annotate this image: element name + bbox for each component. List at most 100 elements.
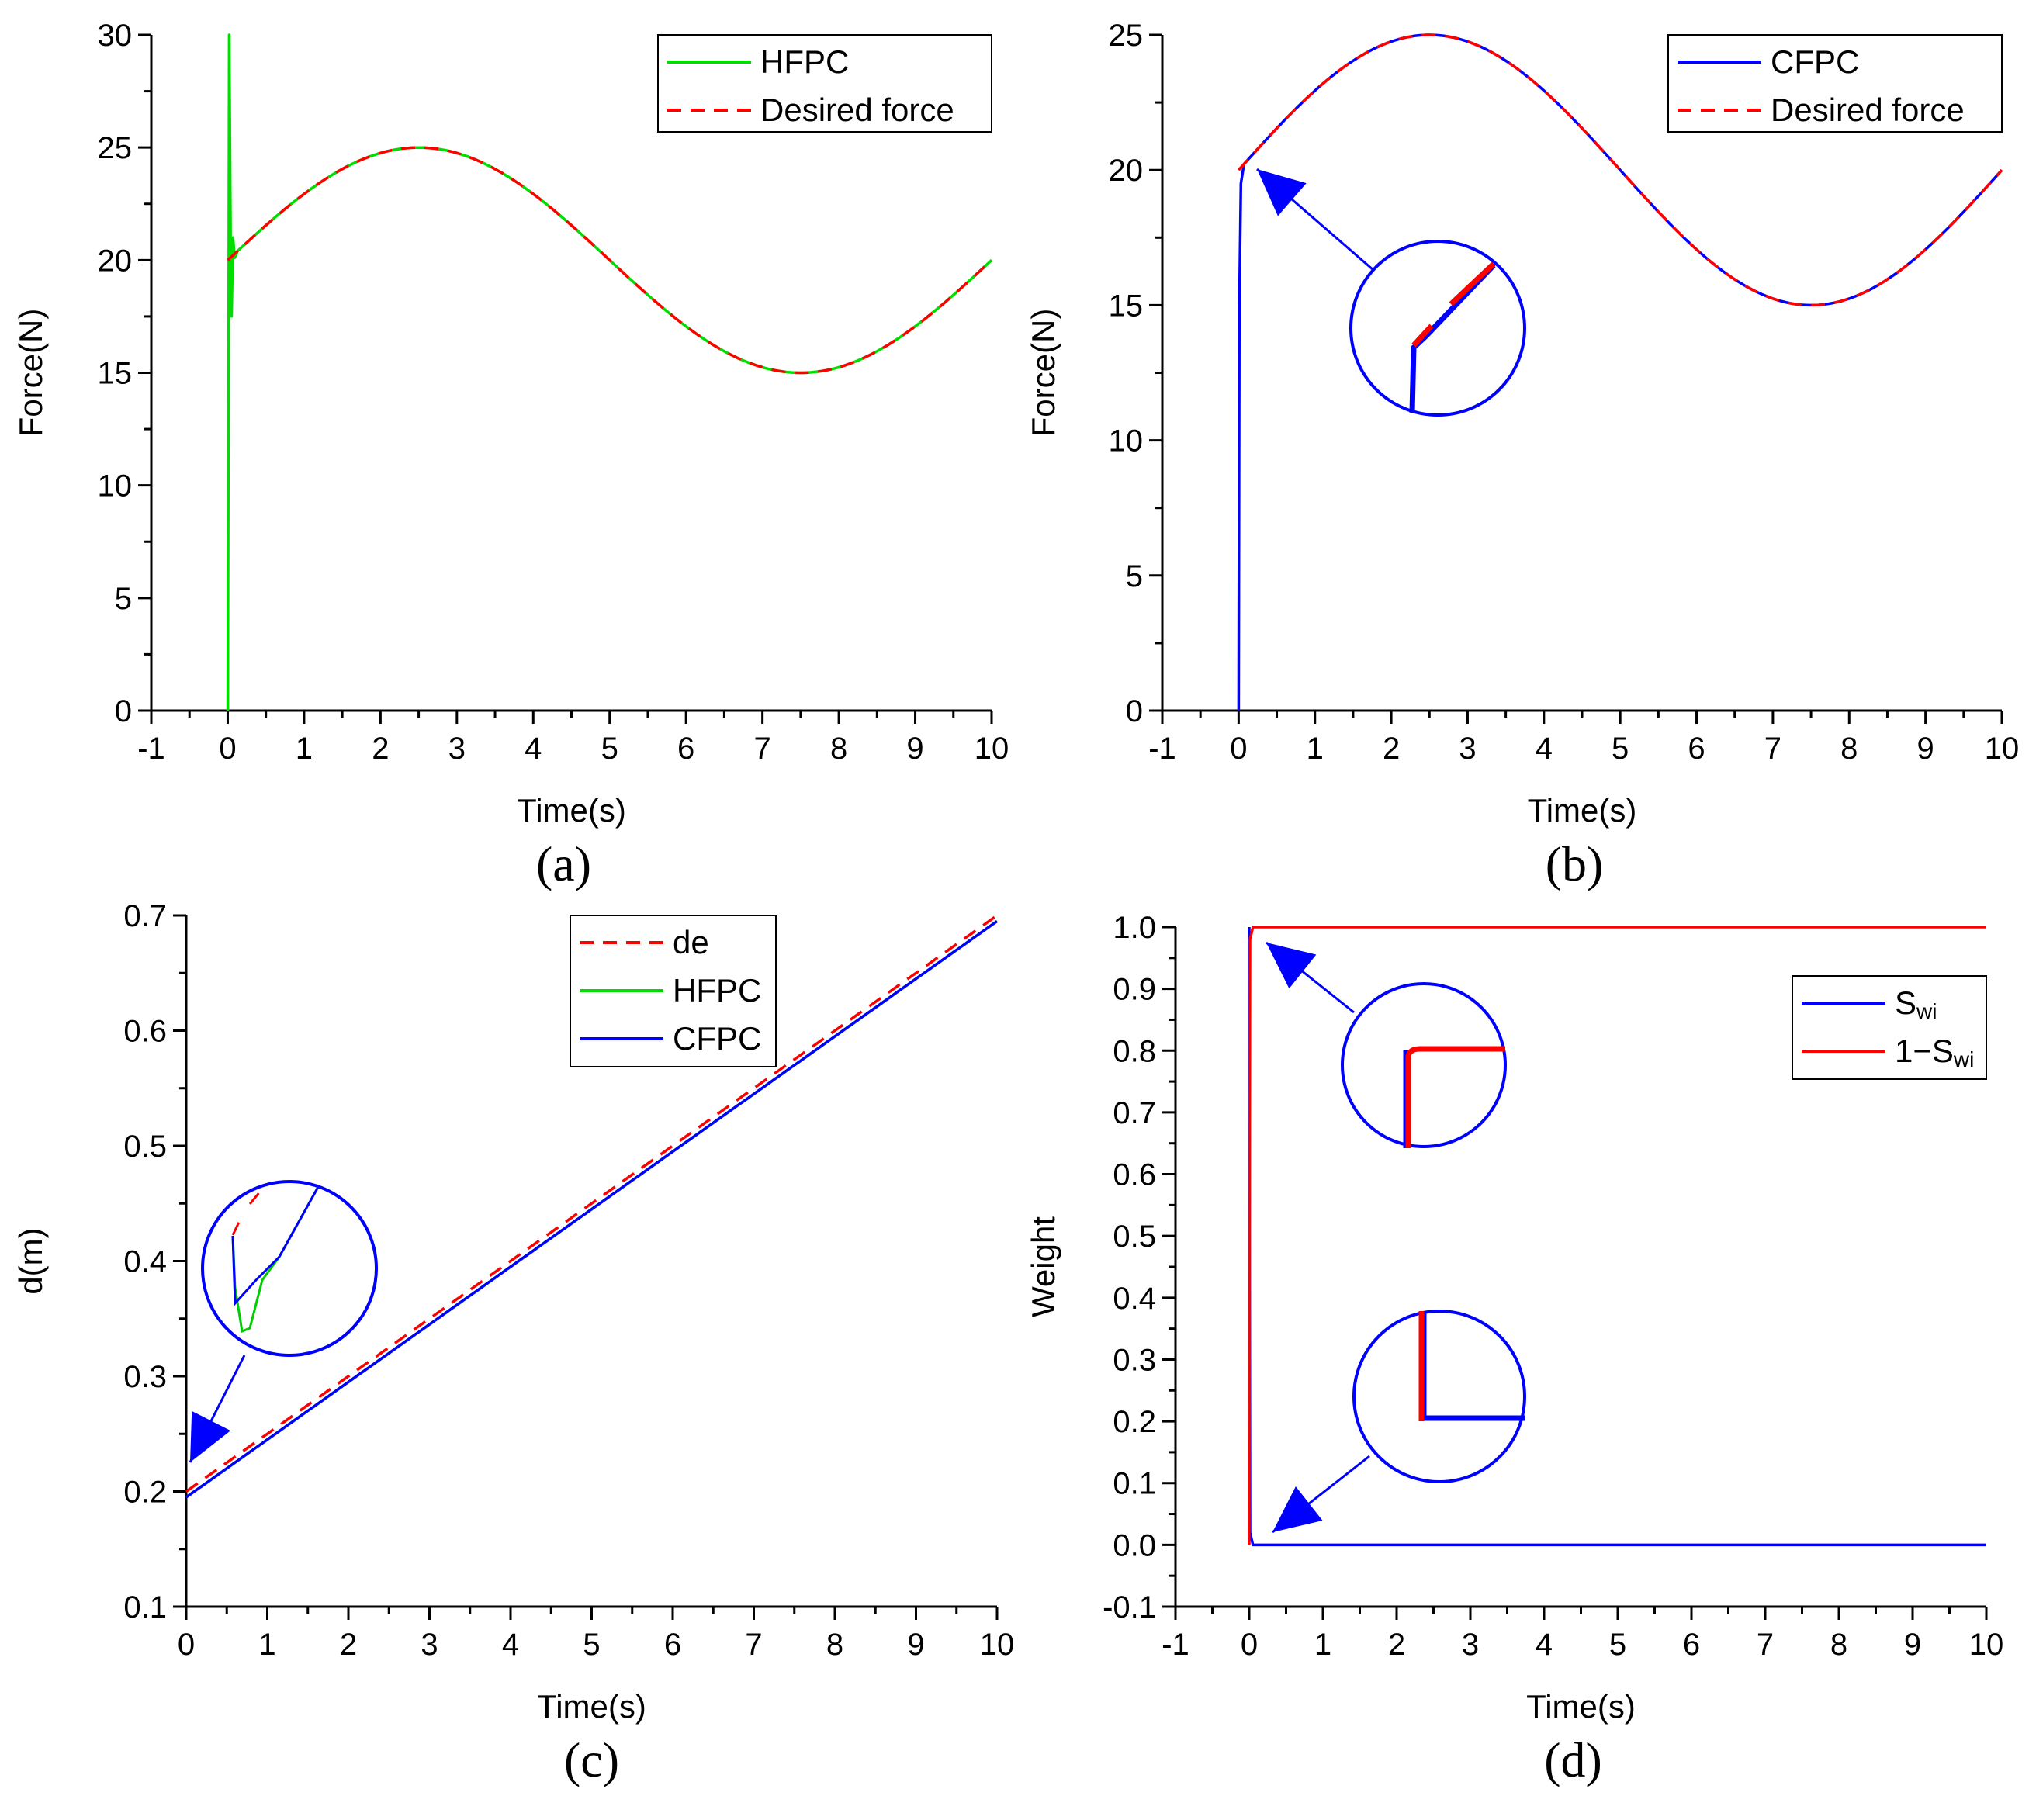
inset-de-line <box>231 1190 262 1236</box>
x-tick-label: 5 <box>601 732 618 766</box>
panel-caption: (b) <box>1546 836 1604 891</box>
x-tick-label: 1 <box>258 1628 275 1662</box>
x-tick-label: 6 <box>664 1628 681 1662</box>
x-tick-label: 5 <box>1609 1628 1626 1662</box>
y-axis-label: Weight <box>1025 1216 1061 1317</box>
inset-desired-line <box>1411 261 1496 348</box>
series-line-hfpc <box>226 33 993 711</box>
series-line-de <box>185 914 999 1493</box>
legend-frame <box>1667 34 2003 133</box>
x-tick-label: -1 <box>137 732 165 766</box>
x-tick-label: 9 <box>1917 732 1934 766</box>
callout-arrowhead <box>1266 943 1317 989</box>
x-tick-label: 10 <box>975 732 1009 766</box>
y-tick-label: 15 <box>98 357 133 391</box>
series-line-cfpc <box>1237 33 2003 711</box>
x-tick-label: 4 <box>1536 732 1553 766</box>
y-tick-label: 25 <box>1109 19 1144 53</box>
y-tick-label: 0.4 <box>123 1245 167 1279</box>
y-tick-label: 0.5 <box>123 1130 167 1164</box>
x-tick-label: 8 <box>1840 732 1858 766</box>
y-tick-label: 0.7 <box>1113 1096 1156 1130</box>
x-tick-label: 6 <box>1688 732 1705 766</box>
x-tick-label: 7 <box>754 732 771 766</box>
zoom-inset <box>189 1180 378 1463</box>
legend-label: CFPC <box>1771 43 1859 80</box>
zoom-circle <box>1341 982 1507 1148</box>
x-tick-label: -1 <box>1148 732 1176 766</box>
x-tick-label: 1 <box>1314 1628 1331 1662</box>
zoom-inset <box>1272 1310 1526 1534</box>
legend-label: de <box>673 924 709 960</box>
y-tick-label: 0.6 <box>1113 1158 1156 1192</box>
legend-label: HFPC <box>673 972 761 1009</box>
zoom-inset <box>1266 941 1507 1148</box>
y-axis-label: Force(N) <box>1025 309 1061 438</box>
y-tick-label: 0.1 <box>1113 1467 1156 1501</box>
x-tick-label: 4 <box>525 732 542 766</box>
y-tick-label: 5 <box>1126 559 1143 593</box>
y-tick-label: 1.0 <box>1113 911 1156 945</box>
panel-b: -1 0 1 2 3 4 5 6 7 8 9 100510152025Time(s)Force(N)(… <box>1025 19 2019 891</box>
x-tick-label: 0 <box>178 1628 195 1662</box>
x-axis-label: Time(s) <box>537 1688 646 1725</box>
x-tick-label: 8 <box>826 1628 843 1662</box>
x-tick-label: 7 <box>1764 732 1781 766</box>
y-tick-label: 0.5 <box>1113 1220 1156 1254</box>
y-tick-label: 0 <box>115 694 132 728</box>
legend-label: Desired force <box>1771 92 1965 128</box>
y-tick-label: 0.6 <box>123 1015 167 1049</box>
series-line-cfpc <box>185 919 999 1499</box>
x-tick-label: 9 <box>1904 1628 1921 1662</box>
x-tick-label: 1 <box>1307 732 1324 766</box>
legend-frame <box>1792 975 1987 1080</box>
y-tick-label: 0.0 <box>1113 1528 1156 1562</box>
x-tick-label: 9 <box>907 1628 924 1662</box>
x-tick-label: 2 <box>340 1628 357 1662</box>
legend-label: Swi <box>1895 984 1937 1023</box>
zoom-circle <box>1352 1310 1526 1483</box>
x-tick-label: 5 <box>1612 732 1629 766</box>
y-tick-label: 0.1 <box>123 1590 167 1625</box>
panel-d: -1 0 1 2 3 4 5 6 7 8 9 10 -0.1 0.0 0.1 0.2 0.3 0.4 0.5 0.6 0… <box>1025 911 2003 1787</box>
x-tick-label: 0 <box>1241 1628 1258 1662</box>
x-tick-label: 0 <box>219 732 236 766</box>
x-tick-label: 2 <box>1388 1628 1405 1662</box>
y-tick-label: 0.9 <box>1113 973 1156 1007</box>
zoom-inset <box>1256 168 1526 417</box>
y-tick-label: 0.4 <box>1113 1282 1156 1316</box>
series-line-desired-force <box>1238 33 2003 307</box>
y-tick-label: 0.3 <box>123 1360 167 1394</box>
y-axis-label: Force(N) <box>12 309 49 438</box>
x-tick-label: 10 <box>980 1628 1015 1662</box>
series-line-desired-force <box>227 146 993 375</box>
x-tick-label: 3 <box>1459 732 1476 766</box>
x-tick-label: 6 <box>677 732 694 766</box>
callout-arrowhead <box>1257 169 1307 216</box>
legend-label: Desired force <box>760 92 954 128</box>
zoom-circle <box>1349 240 1526 417</box>
y-tick-label: 10 <box>1109 424 1144 458</box>
y-tick-label: 0.3 <box>1113 1343 1156 1377</box>
x-tick-label: 8 <box>1830 1628 1847 1662</box>
x-tick-label: 7 <box>1757 1628 1774 1662</box>
x-tick-label: 5 <box>583 1628 600 1662</box>
x-tick-label: 4 <box>1536 1628 1553 1662</box>
panel-caption: (a) <box>536 836 591 891</box>
legend-label: HFPC <box>760 43 849 80</box>
y-tick-label: 5 <box>115 582 132 616</box>
x-tick-label: 10 <box>1969 1628 2004 1662</box>
x-tick-label: -1 <box>1162 1628 1189 1662</box>
y-tick-label: 0.2 <box>123 1476 167 1510</box>
legend: HFPC Desired force <box>657 34 992 133</box>
panel-c: 0 1 2 3 4 5 6 7 8 9 10 0.1 0.2 0.3 0.4 0.5 0.6 0.7 Time(s)… <box>12 899 1014 1787</box>
zoom-circle <box>201 1180 378 1357</box>
y-tick-label: 15 <box>1109 289 1144 323</box>
callout-arrowhead <box>190 1410 231 1462</box>
x-tick-label: 10 <box>1985 732 2020 766</box>
y-tick-label: -0.1 <box>1103 1590 1156 1625</box>
legend-subscript: wi <box>1953 1047 1974 1071</box>
x-tick-label: 7 <box>745 1628 762 1662</box>
